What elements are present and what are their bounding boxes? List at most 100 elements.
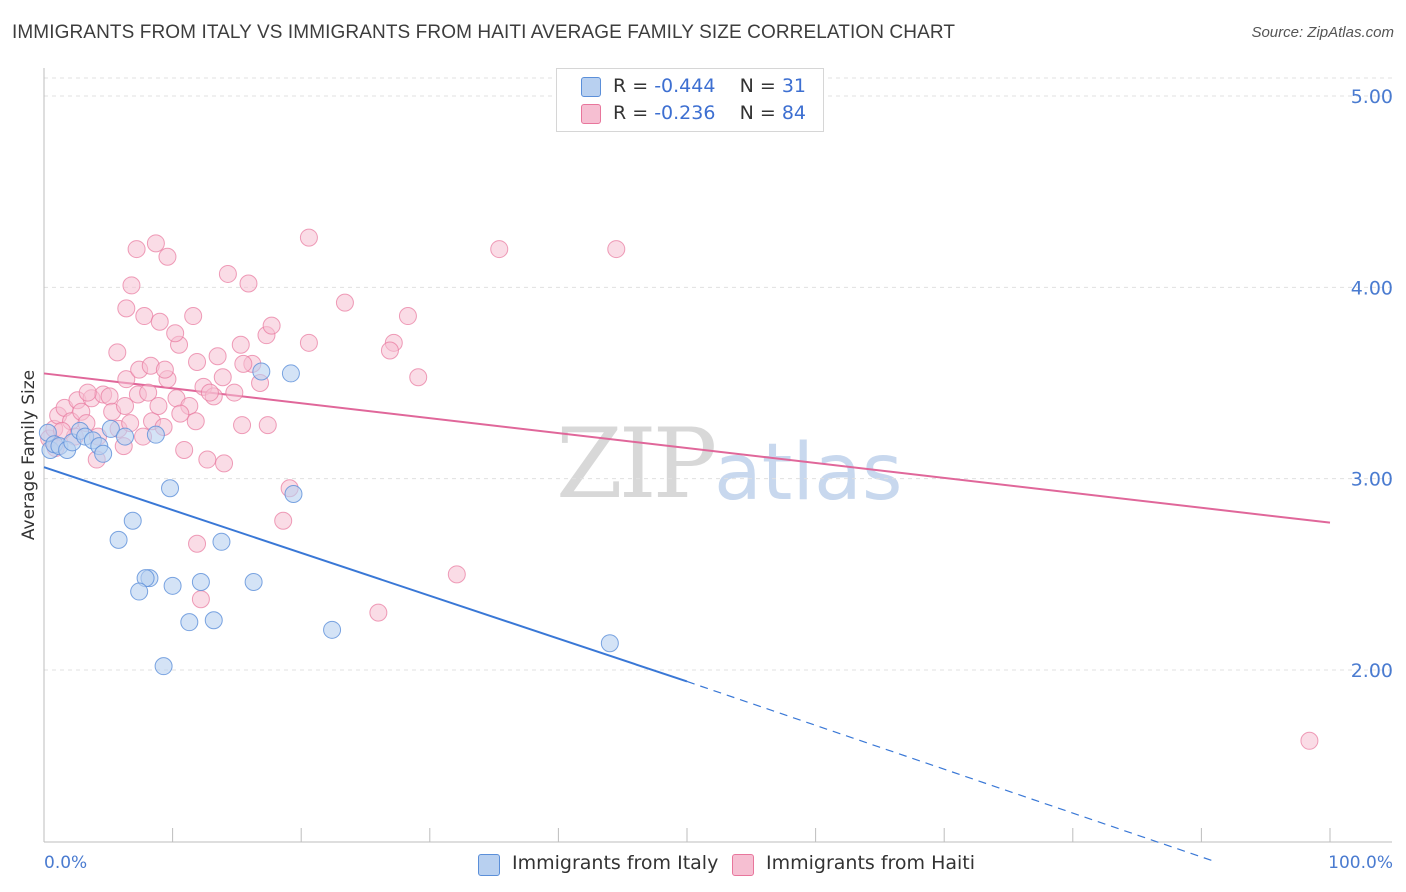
haiti-r-label: R =	[613, 102, 655, 124]
haiti-point	[188, 352, 207, 371]
haiti-point	[213, 368, 232, 387]
haiti-point	[198, 450, 217, 469]
haiti-point	[108, 343, 127, 362]
haiti-point	[409, 368, 428, 387]
x-ticks	[43, 828, 1331, 842]
haiti-point	[607, 240, 626, 259]
haiti-point	[369, 603, 388, 622]
italy-point	[600, 634, 619, 653]
chart-title: IMMIGRANTS FROM ITALY VS IMMIGRANTS FROM…	[12, 22, 956, 43]
haiti-point	[117, 299, 136, 318]
haiti-point	[155, 360, 174, 379]
haiti-point	[490, 240, 509, 259]
haiti-point	[150, 312, 169, 331]
italy-point	[154, 657, 173, 676]
y-tick-labels: 2.00 3.00 4.00 5.00	[1351, 86, 1393, 682]
haiti-point	[225, 383, 244, 402]
haiti-point	[175, 440, 194, 459]
haiti-point	[186, 412, 205, 431]
italy-point	[130, 582, 149, 601]
italy-n-label: N =	[739, 75, 782, 97]
haiti-point	[218, 264, 237, 283]
watermark-atlas: atlas	[714, 428, 903, 518]
haiti-point	[380, 341, 399, 360]
italy-point	[252, 362, 271, 381]
y-tick-label: 2.00	[1351, 660, 1393, 682]
haiti-point	[146, 234, 165, 253]
trend-lines	[43, 372, 1331, 862]
italy-point	[244, 572, 263, 591]
haiti-point	[200, 383, 219, 402]
haiti-point	[258, 416, 277, 435]
haiti-points	[40, 228, 1319, 750]
haiti-point	[398, 307, 417, 326]
italy-points	[38, 362, 619, 676]
haiti-point	[447, 565, 466, 584]
haiti-n-label: N =	[739, 102, 782, 124]
italy-point	[109, 530, 128, 549]
haiti-point	[116, 396, 135, 415]
haiti-point	[299, 228, 318, 247]
haiti-point	[149, 396, 168, 415]
italy-point	[323, 620, 342, 639]
haiti-legend-icon	[732, 854, 754, 876]
italy-point	[161, 479, 180, 498]
haiti-legend-label: Immigrants from Haiti	[766, 852, 976, 874]
haiti-point	[166, 324, 185, 343]
haiti-point	[262, 316, 281, 335]
haiti-point	[135, 307, 154, 326]
italy-point	[212, 532, 231, 551]
haiti-point	[171, 404, 190, 423]
italy-point	[101, 419, 120, 438]
haiti-point	[122, 276, 141, 295]
y-tick-label: 3.00	[1351, 469, 1393, 491]
correlation-legend: R = -0.444 N = 31 R = -0.236 N = 84	[556, 68, 824, 132]
italy-point	[191, 572, 210, 591]
haiti-point	[208, 347, 227, 366]
italy-point	[123, 511, 142, 530]
italy-n-value: 31	[781, 75, 807, 97]
italy-trend-line	[43, 466, 688, 683]
italy-point	[281, 364, 300, 383]
italy-point	[163, 576, 182, 595]
haiti-point	[1300, 731, 1319, 750]
haiti-point	[335, 293, 354, 312]
haiti-point	[184, 307, 203, 326]
italy-point	[116, 427, 135, 446]
y-tick-label: 4.00	[1351, 277, 1393, 299]
italy-point	[284, 484, 303, 503]
italy-trend-extension	[686, 680, 1215, 862]
haiti-trend-line	[43, 372, 1331, 524]
y-tick-label: 5.00	[1351, 86, 1393, 108]
haiti-point	[299, 333, 318, 352]
italy-swatch-icon	[581, 77, 601, 97]
y-axis-label: Average Family Size	[19, 370, 39, 540]
haiti-point	[188, 534, 207, 553]
haiti-point	[231, 335, 250, 354]
haiti-point	[234, 354, 253, 373]
italy-point	[146, 425, 165, 444]
haiti-point	[191, 590, 210, 609]
italy-point	[204, 611, 223, 630]
haiti-point	[100, 387, 119, 406]
haiti-point	[117, 370, 136, 389]
haiti-point	[215, 454, 234, 473]
haiti-point	[127, 240, 146, 259]
source-label: Source: ZipAtlas.com	[1251, 24, 1394, 41]
x-tick-label-max: 100.0%	[1328, 853, 1393, 873]
watermark-zip: ZIP	[556, 408, 717, 520]
haiti-point	[158, 247, 177, 266]
axes	[43, 68, 1392, 843]
haiti-point	[274, 511, 293, 530]
haiti-point	[239, 274, 258, 293]
haiti-n-value: 84	[781, 102, 807, 124]
italy-point	[94, 444, 113, 463]
haiti-r-value: -0.236	[654, 102, 716, 124]
italy-legend-label: Immigrants from Italy	[512, 852, 719, 874]
haiti-point	[139, 383, 158, 402]
italy-legend-icon	[478, 854, 500, 876]
italy-r-value: -0.444	[654, 75, 716, 97]
italy-r-label: R =	[613, 75, 655, 97]
haiti-point	[78, 383, 97, 402]
